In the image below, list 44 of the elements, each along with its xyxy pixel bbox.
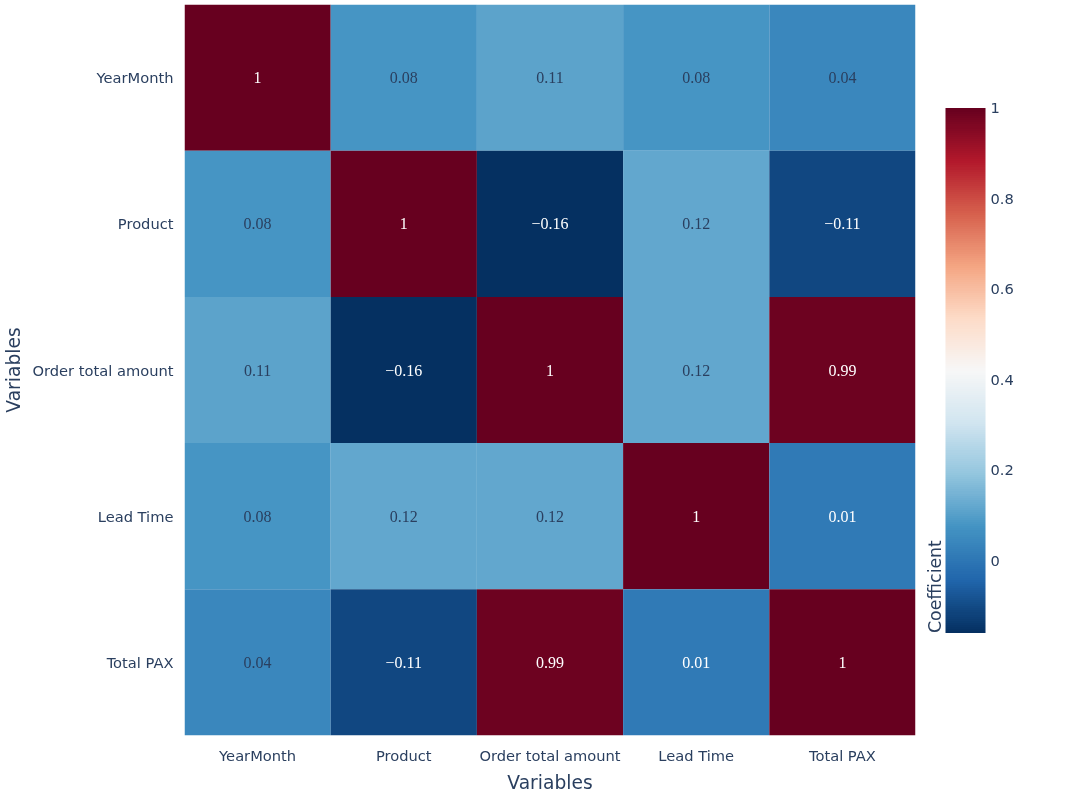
- data-label: −0.11: [824, 215, 861, 233]
- y-tick-label: Order total amount: [32, 361, 174, 379]
- data-label: 0.12: [536, 507, 564, 525]
- x-tick-label: Product: [375, 746, 432, 764]
- data-label: 0.99: [828, 361, 857, 379]
- data-label: −0.16: [531, 215, 569, 233]
- data-label: 0.04: [243, 653, 272, 671]
- data-label: 0.11: [536, 69, 564, 87]
- color-bar-label: 0.4: [990, 370, 1014, 388]
- y-axis-title: Variables: [3, 327, 25, 413]
- data-label: 0.01: [828, 507, 857, 525]
- data-label: 0.12: [682, 361, 711, 379]
- data-label: 1: [399, 215, 408, 233]
- data-label: 0.04: [828, 69, 857, 87]
- y-tick-label: Lead Time: [97, 507, 174, 525]
- color-bar-label: 1: [990, 99, 1000, 116]
- data-label: −0.11: [385, 653, 423, 671]
- x-tick-label: YearMonth: [218, 746, 297, 764]
- data-label: 0.11: [243, 361, 272, 379]
- data-label: 0.12: [682, 215, 711, 233]
- data-label: 1: [546, 361, 554, 379]
- x-tick-label: Order total amount: [479, 746, 621, 764]
- y-tick-label: Product: [117, 215, 174, 233]
- y-tick-label: YearMonth: [95, 69, 174, 87]
- data-label: 0.08: [243, 507, 272, 525]
- x-tick-label: Total PAX: [807, 746, 876, 764]
- data-label: 1: [692, 507, 701, 525]
- y-tick-label: Total PAX: [105, 653, 174, 671]
- data-label: 1: [838, 653, 847, 671]
- x-tick-label: Lead Time: [658, 746, 735, 764]
- data-label: 1: [253, 69, 262, 87]
- data-label: 0.08: [682, 69, 711, 87]
- data-label: 0.99: [536, 653, 564, 671]
- data-label: −0.16: [385, 361, 423, 379]
- data-label: 0.12: [389, 507, 418, 525]
- data-label: 0.01: [682, 653, 711, 671]
- color-bar-label: 0.2: [990, 461, 1014, 479]
- color-bar-label: 0.6: [990, 280, 1014, 298]
- data-label: 0.08: [389, 69, 418, 87]
- color-bar-label: 0: [990, 551, 1000, 569]
- color-bar-title: Coefficient: [924, 539, 945, 633]
- data-label: 0.08: [243, 215, 272, 233]
- color-bar-label: 0.8: [990, 189, 1014, 207]
- x-axis-title: Variables: [507, 771, 593, 793]
